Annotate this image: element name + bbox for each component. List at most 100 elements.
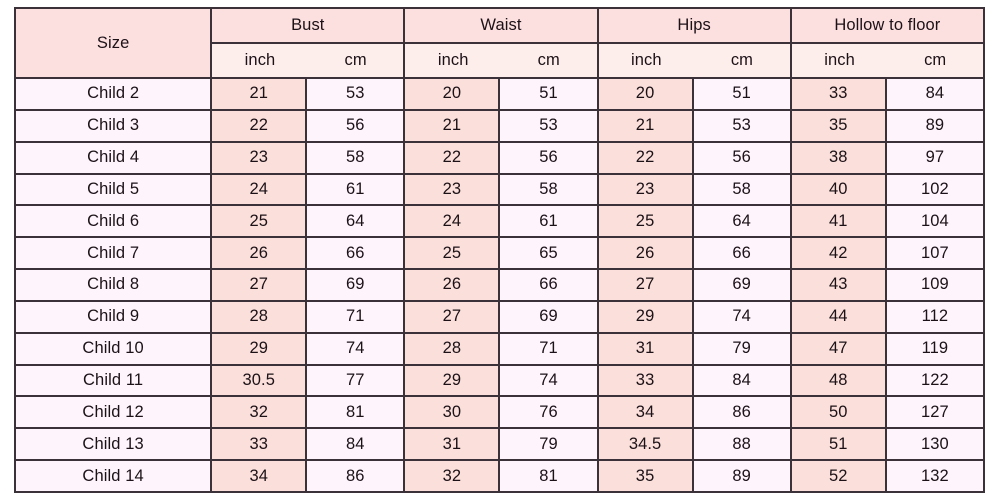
table-body: Child 2 21 53 20 51 20 51 33 84 Child 3 22 56 21 53 21… xyxy=(13,77,986,493)
cell-hips-cm: 51 xyxy=(691,77,792,111)
cell-size: Child 14 xyxy=(13,459,213,493)
cell-hollow-inch: 50 xyxy=(789,395,887,430)
cell-hips-cm: 89 xyxy=(691,459,792,493)
table-row: Child 4 23 58 22 56 22 56 38 97 xyxy=(13,140,986,175)
cell-bust-inch: 32 xyxy=(210,395,308,430)
header-unit-row: inch cm inch cm inch cm xyxy=(15,42,986,79)
cell-waist-inch: 21 xyxy=(403,108,501,143)
unit-label-inch-bust: inch xyxy=(244,51,276,69)
cell-size: Child 8 xyxy=(13,268,213,302)
column-group-waist: Waist xyxy=(403,7,599,44)
cell-hips-inch: 33 xyxy=(596,363,694,398)
column-group-hips: Hips xyxy=(596,7,792,44)
cell-waist-inch: 23 xyxy=(403,172,501,207)
cell-bust-inch: 29 xyxy=(210,331,308,366)
unit-label-cm-bust: cm xyxy=(344,51,367,69)
cell-hollow-inch: 40 xyxy=(789,172,887,207)
cell-hips-inch: 20 xyxy=(596,77,694,111)
cell-bust-cm: 66 xyxy=(305,236,406,271)
size-chart-table: Size Bust Waist Hips Hollow to floor inc… xyxy=(13,7,986,493)
cell-bust-cm: 58 xyxy=(305,140,406,175)
cell-hollow-cm: 122 xyxy=(884,363,986,398)
unit-pair-hollow-to-floor: inch cm xyxy=(789,42,986,79)
cell-hips-inch: 35 xyxy=(596,459,694,493)
cell-waist-inch: 25 xyxy=(403,236,501,271)
table-row: Child 7 26 66 25 65 26 66 42 107 xyxy=(13,236,986,271)
cell-hips-inch: 34 xyxy=(596,395,694,430)
cell-waist-inch: 22 xyxy=(403,140,501,175)
cell-hollow-cm: 130 xyxy=(884,427,986,462)
cell-size: Child 10 xyxy=(13,331,213,366)
table-row: Child 11 30.5 77 29 74 33 84 48 122 xyxy=(13,363,986,398)
cell-waist-cm: 76 xyxy=(498,395,599,430)
cell-hips-cm: 66 xyxy=(691,236,792,271)
cell-bust-inch: 27 xyxy=(210,268,308,302)
cell-bust-cm: 77 xyxy=(305,363,406,398)
cell-bust-inch: 28 xyxy=(210,299,308,334)
cell-hips-inch: 27 xyxy=(596,268,694,302)
cell-waist-inch: 26 xyxy=(403,268,501,302)
cell-hollow-cm: 109 xyxy=(884,268,986,302)
unit-label-cm-waist: cm xyxy=(537,51,560,69)
cell-hollow-inch: 38 xyxy=(789,140,887,175)
cell-waist-inch: 27 xyxy=(403,299,501,334)
table-row: Child 12 32 81 30 76 34 86 50 127 xyxy=(13,395,986,430)
table-row: Child 13 33 84 31 79 34.5 88 51 130 xyxy=(13,427,986,462)
cell-hips-cm: 64 xyxy=(691,204,792,239)
column-header-size: Size xyxy=(13,7,213,79)
cell-bust-inch: 33 xyxy=(210,427,308,462)
unit-pair-hips: inch cm xyxy=(596,42,792,79)
column-group-hollow-to-floor: Hollow to floor xyxy=(789,7,986,44)
header-group-row: Size Bust Waist Hips Hollow to floor xyxy=(13,7,986,79)
cell-hips-inch: 31 xyxy=(596,331,694,366)
cell-waist-cm: 79 xyxy=(498,427,599,462)
cell-size: Child 5 xyxy=(13,172,213,207)
cell-waist-inch: 30 xyxy=(403,395,501,430)
table-row: Child 5 24 61 23 58 23 58 40 102 xyxy=(13,172,986,207)
cell-hips-inch: 22 xyxy=(596,140,694,175)
table-row: Child 14 34 86 32 81 35 89 52 132 xyxy=(13,459,986,493)
cell-bust-cm: 69 xyxy=(305,268,406,302)
cell-hollow-inch: 51 xyxy=(789,427,887,462)
cell-size: Child 13 xyxy=(13,427,213,462)
cell-waist-cm: 61 xyxy=(498,204,599,239)
cell-bust-inch: 30.5 xyxy=(210,363,308,398)
unit-label-cm-hollow: cm xyxy=(924,51,947,69)
cell-waist-cm: 74 xyxy=(498,363,599,398)
cell-hollow-inch: 47 xyxy=(789,331,887,366)
cell-hollow-inch: 43 xyxy=(789,268,887,302)
cell-size: Child 2 xyxy=(13,77,213,111)
cell-waist-inch: 32 xyxy=(403,459,501,493)
table-row: Child 9 28 71 27 69 29 74 44 112 xyxy=(13,299,986,334)
cell-waist-inch: 29 xyxy=(403,363,501,398)
cell-bust-cm: 74 xyxy=(305,331,406,366)
cell-bust-cm: 64 xyxy=(305,204,406,239)
cell-hips-inch: 23 xyxy=(596,172,694,207)
table-row: Child 3 22 56 21 53 21 53 35 89 xyxy=(13,108,986,143)
cell-hips-cm: 84 xyxy=(691,363,792,398)
cell-hollow-cm: 104 xyxy=(884,204,986,239)
cell-hips-cm: 53 xyxy=(691,108,792,143)
cell-bust-inch: 26 xyxy=(210,236,308,271)
cell-hips-cm: 69 xyxy=(691,268,792,302)
unit-pair-waist: inch cm xyxy=(403,42,599,79)
unit-label-inch-hips: inch xyxy=(631,51,662,69)
cell-hollow-cm: 107 xyxy=(884,236,986,271)
cell-bust-inch: 25 xyxy=(210,204,308,239)
cell-size: Child 3 xyxy=(13,108,213,143)
cell-hips-cm: 56 xyxy=(691,140,792,175)
cell-bust-cm: 61 xyxy=(305,172,406,207)
cell-waist-inch: 24 xyxy=(403,204,501,239)
cell-hips-cm: 58 xyxy=(691,172,792,207)
cell-bust-cm: 86 xyxy=(305,459,406,493)
cell-hollow-inch: 41 xyxy=(789,204,887,239)
table-row: Child 2 21 53 20 51 20 51 33 84 xyxy=(13,77,986,111)
unit-label-inch-waist: inch xyxy=(437,51,469,69)
cell-hips-cm: 88 xyxy=(691,427,792,462)
cell-size: Child 4 xyxy=(13,140,213,175)
cell-hollow-inch: 42 xyxy=(789,236,887,271)
cell-bust-cm: 71 xyxy=(305,299,406,334)
cell-hips-inch: 34.5 xyxy=(596,427,694,462)
cell-hollow-cm: 119 xyxy=(884,331,986,366)
cell-hollow-inch: 52 xyxy=(789,459,887,493)
